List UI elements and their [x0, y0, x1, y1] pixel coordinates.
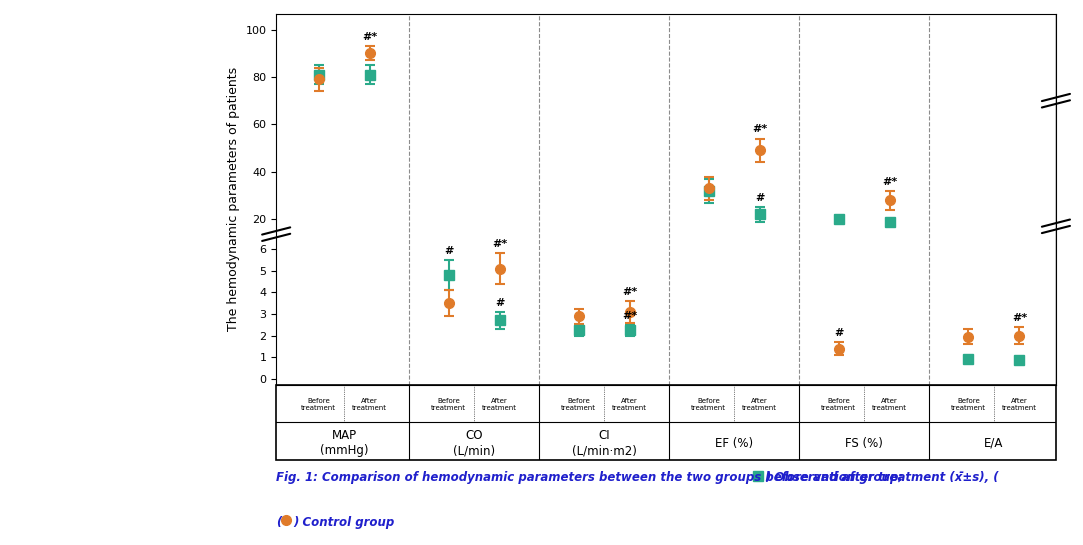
- Text: #: #: [834, 328, 844, 338]
- Text: Before
treatment: Before treatment: [431, 398, 466, 411]
- Text: After
treatment: After treatment: [742, 398, 778, 411]
- Text: After
treatment: After treatment: [482, 398, 518, 411]
- Text: #*: #*: [362, 32, 377, 42]
- Text: After
treatment: After treatment: [1002, 398, 1038, 411]
- Text: #: #: [495, 298, 505, 308]
- Text: Before
treatment: Before treatment: [301, 398, 336, 411]
- Text: #: #: [755, 193, 765, 203]
- Text: #*: #*: [1012, 313, 1027, 323]
- Text: After
treatment: After treatment: [352, 398, 388, 411]
- Text: (: (: [276, 516, 282, 529]
- Text: #: #: [444, 246, 454, 256]
- Text: CO
(L/min): CO (L/min): [453, 429, 495, 457]
- Text: Before
treatment: Before treatment: [691, 398, 726, 411]
- Text: E/A: E/A: [984, 437, 1004, 450]
- Text: ) Observation group;: ) Observation group;: [765, 471, 903, 484]
- Text: ) Control group: ) Control group: [293, 516, 394, 529]
- Text: MAP
(mmHg): MAP (mmHg): [319, 429, 368, 457]
- Text: CI
(L/min·m2): CI (L/min·m2): [572, 429, 637, 457]
- Text: FS (%): FS (%): [845, 437, 883, 450]
- Text: Fig. 1: Comparison of hemodynamic parameters between the two groups before and a: Fig. 1: Comparison of hemodynamic parame…: [276, 471, 999, 484]
- Text: After
treatment: After treatment: [872, 398, 908, 411]
- Text: Before
treatment: Before treatment: [561, 398, 596, 411]
- Y-axis label: The hemodynamic parameters of patients: The hemodynamic parameters of patients: [226, 67, 240, 331]
- Text: #*: #*: [882, 177, 897, 186]
- Text: #*: #*: [622, 287, 637, 297]
- Text: After
treatment: After treatment: [612, 398, 648, 411]
- Text: EF (%): EF (%): [715, 437, 753, 450]
- Text: #*: #*: [622, 311, 637, 320]
- Text: #*: #*: [492, 239, 507, 249]
- Text: #*: #*: [752, 124, 767, 135]
- Text: Before
treatment: Before treatment: [951, 398, 986, 411]
- Text: Before
treatment: Before treatment: [821, 398, 856, 411]
